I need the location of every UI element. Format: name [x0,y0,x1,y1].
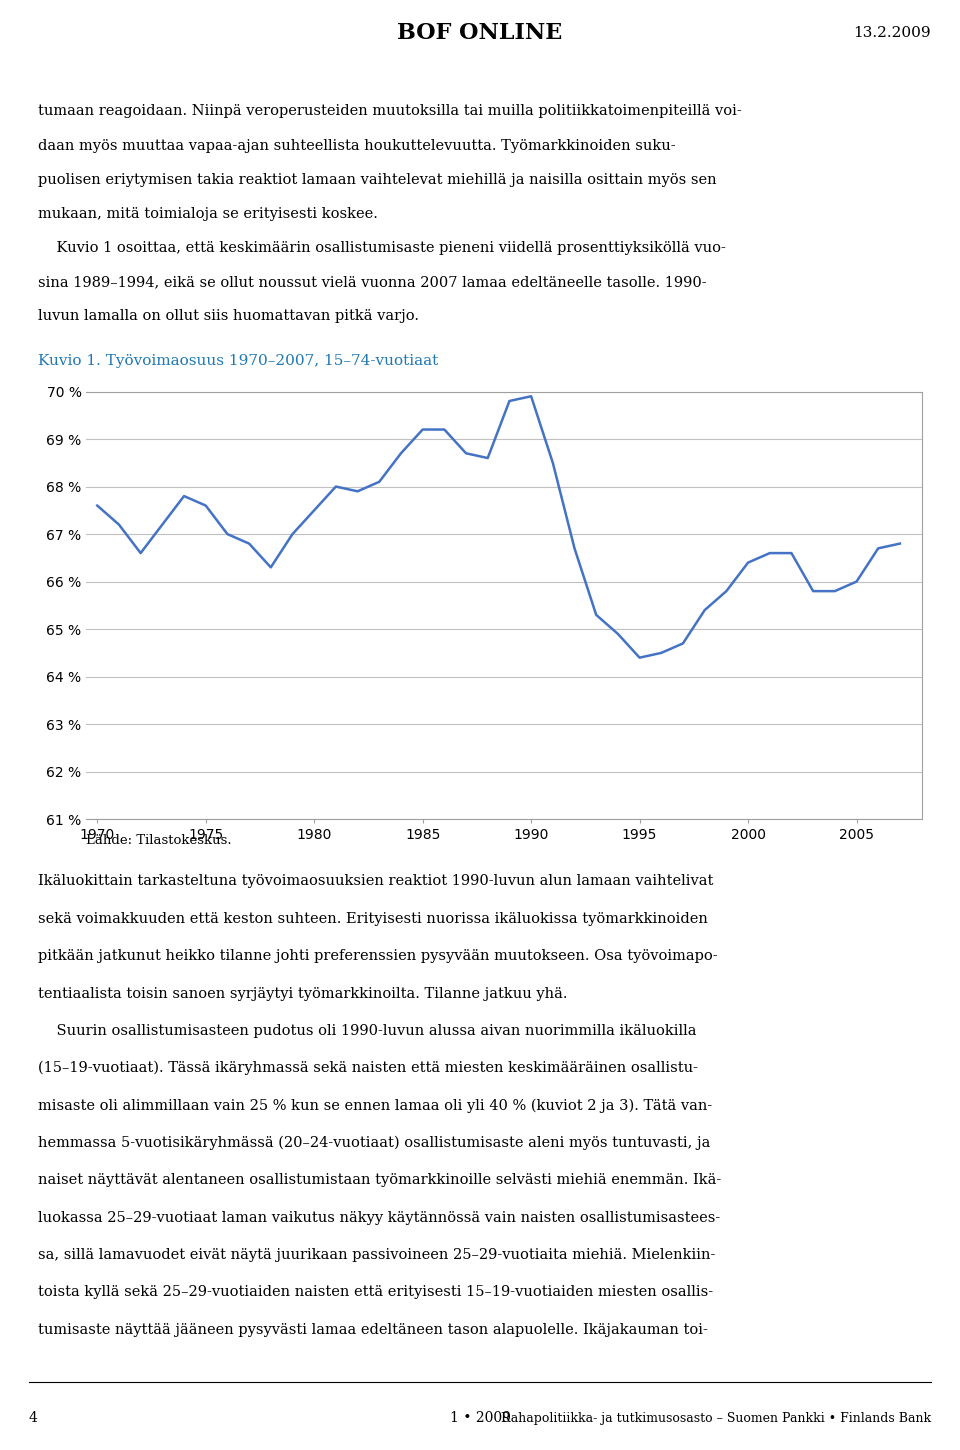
Text: toista kyllä sekä 25–29-vuotiaiden naisten että erityisesti 15–19-vuotiaiden mie: toista kyllä sekä 25–29-vuotiaiden naist… [38,1286,713,1299]
Text: pitkään jatkunut heikko tilanne johti preferenssien pysyvään muutokseen. Osa työ: pitkään jatkunut heikko tilanne johti pr… [38,950,718,963]
Text: 4: 4 [29,1411,37,1425]
Text: sekä voimakkuuden että keston suhteen. Erityisesti nuorissa ikäluokissa työmarkk: sekä voimakkuuden että keston suhteen. E… [38,912,708,925]
Text: luvun lamalla on ollut siis huomattavan pitkä varjo.: luvun lamalla on ollut siis huomattavan … [38,309,420,323]
Text: Ikäluokittain tarkasteltuna työvoimaosuuksien reaktiot 1990-luvun alun lamaan va: Ikäluokittain tarkasteltuna työvoimaosuu… [38,874,714,889]
Text: naiset näyttävät alentaneen osallistumistaan työmarkkinoille selvästi miehiä ene: naiset näyttävät alentaneen osallistumis… [38,1173,722,1188]
Text: Lähde: Tilastokeskus.: Lähde: Tilastokeskus. [86,834,232,847]
Text: luokassa 25–29-vuotiaat laman vaikutus näkyy käytännössä vain naisten osallistum: luokassa 25–29-vuotiaat laman vaikutus n… [38,1211,721,1225]
Text: hemmassa 5-vuotisikäryhmässä (20–24-vuotiaat) osallistumisaste aleni myös tuntuv: hemmassa 5-vuotisikäryhmässä (20–24-vuot… [38,1135,710,1150]
Text: 13.2.2009: 13.2.2009 [853,26,931,39]
Text: tumaan reagoidaan. Niinpä veroperusteiden muutoksilla tai muilla politiikkatoime: tumaan reagoidaan. Niinpä veroperusteide… [38,104,742,119]
Text: Rahapolitiikka- ja tutkimusosasto – Suomen Pankki • Finlands Bank: Rahapolitiikka- ja tutkimusosasto – Suom… [501,1412,931,1424]
Text: BOF ONLINE: BOF ONLINE [397,22,563,44]
Text: mukaan, mitä toimialoja se erityisesti koskee.: mukaan, mitä toimialoja se erityisesti k… [38,207,378,220]
Text: sina 1989–1994, eikä se ollut noussut vielä vuonna 2007 lamaa edeltäneelle tasol: sina 1989–1994, eikä se ollut noussut vi… [38,276,707,289]
Text: tentiaalista toisin sanoen syrjäytyi työmarkkinoilta. Tilanne jatkuu yhä.: tentiaalista toisin sanoen syrjäytyi työ… [38,986,568,1000]
Text: daan myös muuttaa vapaa-ajan suhteellista houkuttelevuutta. Työmarkkinoiden suku: daan myös muuttaa vapaa-ajan suhteellist… [38,139,676,152]
Text: Kuvio 1. Työvoimaosuus 1970–2007, 15–74-vuotiaat: Kuvio 1. Työvoimaosuus 1970–2007, 15–74-… [38,354,439,368]
Text: puolisen eriytymisen takia reaktiot lamaan vaihtelevat miehillä ja naisilla osit: puolisen eriytymisen takia reaktiot lama… [38,173,717,187]
Text: Kuvio 1 osoittaa, että keskimäärin osallistumisaste pieneni viidellä prosenttiyk: Kuvio 1 osoittaa, että keskimäärin osall… [38,241,727,255]
Text: Suurin osallistumisasteen pudotus oli 1990-luvun alussa aivan nuorimmilla ikäluo: Suurin osallistumisasteen pudotus oli 19… [38,1024,697,1038]
Text: (15–19-vuotiaat). Tässä ikäryhmassä sekä naisten että miesten keskimääräinen osa: (15–19-vuotiaat). Tässä ikäryhmassä sekä… [38,1061,698,1076]
Text: misaste oli alimmillaan vain 25 % kun se ennen lamaa oli yli 40 % (kuviot 2 ja 3: misaste oli alimmillaan vain 25 % kun se… [38,1099,712,1112]
Text: 1 • 2009: 1 • 2009 [449,1411,511,1425]
Text: sa, sillä lamavuodet eivät näytä juurikaan passivoineen 25–29-vuotiaita miehiä. : sa, sillä lamavuodet eivät näytä juurika… [38,1248,716,1262]
Text: tumisaste näyttää jääneen pysyvästi lamaa edeltäneen tason alapuolelle. Ikäjakau: tumisaste näyttää jääneen pysyvästi lama… [38,1322,708,1337]
